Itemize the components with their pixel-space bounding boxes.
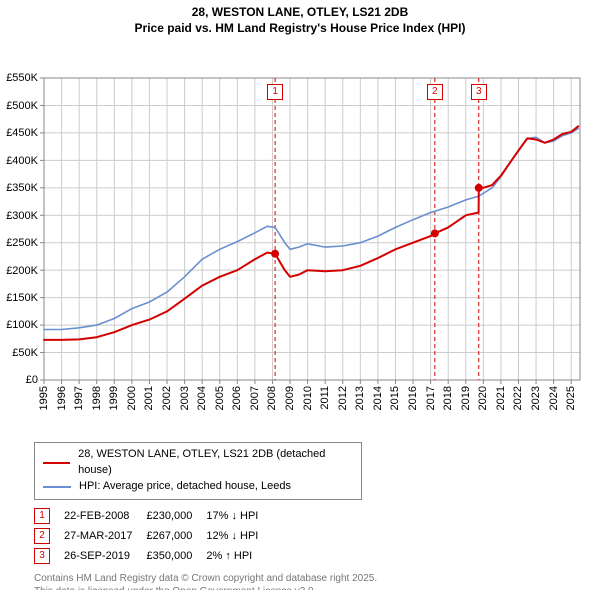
- footer-line-1: Contains HM Land Registry data © Crown c…: [34, 572, 572, 585]
- y-tick-label: £0: [0, 374, 38, 386]
- x-tick-label: 2025: [565, 386, 577, 410]
- x-tick-label: 2022: [512, 386, 524, 410]
- chart-marker-box: 3: [471, 84, 487, 100]
- sales-row: 3 26-SEP-2019£350,0002% ↑ HPI: [34, 546, 272, 566]
- chart-svg: [0, 36, 600, 436]
- x-tick-label: 2017: [425, 386, 437, 410]
- y-tick-label: £150K: [0, 292, 38, 304]
- footer-line-2: This data is licensed under the Open Gov…: [34, 585, 572, 590]
- x-tick-label: 2010: [302, 386, 314, 410]
- x-tick-label: 2015: [389, 386, 401, 410]
- x-tick-label: 2003: [179, 386, 191, 410]
- x-tick-label: 2013: [354, 386, 366, 410]
- x-tick-label: 1998: [91, 386, 103, 410]
- sale-date: 26-SEP-2019: [64, 546, 146, 566]
- title-line-1: 28, WESTON LANE, OTLEY, LS21 2DB: [0, 4, 600, 20]
- sales-table: 1 22-FEB-2008£230,00017% ↓ HPI 2 27-MAR-201…: [34, 506, 572, 566]
- sales-row: 2 27-MAR-2017£267,00012% ↓ HPI: [34, 526, 272, 546]
- x-tick-label: 2014: [372, 386, 384, 410]
- sale-date: 22-FEB-2008: [64, 506, 146, 526]
- x-tick-label: 1999: [108, 386, 120, 410]
- chart-marker-box: 1: [267, 84, 283, 100]
- x-tick-label: 1995: [38, 386, 50, 410]
- y-tick-label: £50K: [0, 347, 38, 359]
- footer: Contains HM Land Registry data © Crown c…: [34, 572, 572, 590]
- y-tick-label: £300K: [0, 210, 38, 222]
- x-tick-label: 2023: [530, 386, 542, 410]
- x-tick-label: 2000: [126, 386, 138, 410]
- x-tick-label: 2008: [266, 386, 278, 410]
- sale-price: £230,000: [146, 506, 206, 526]
- x-tick-label: 2002: [161, 386, 173, 410]
- y-tick-label: £550K: [0, 72, 38, 84]
- legend-swatch-2: [43, 486, 71, 488]
- sale-marker: 1: [34, 508, 50, 524]
- sale-marker: 3: [34, 548, 50, 564]
- chart-marker-box: 2: [427, 84, 443, 100]
- sales-row: 1 22-FEB-2008£230,00017% ↓ HPI: [34, 506, 272, 526]
- legend: 28, WESTON LANE, OTLEY, LS21 2DB (detach…: [34, 442, 362, 500]
- x-tick-label: 1996: [56, 386, 68, 410]
- y-tick-label: £100K: [0, 319, 38, 331]
- sale-price: £267,000: [146, 526, 206, 546]
- y-tick-label: £400K: [0, 155, 38, 167]
- x-tick-label: 1997: [73, 386, 85, 410]
- y-tick-label: £450K: [0, 127, 38, 139]
- chart-title: 28, WESTON LANE, OTLEY, LS21 2DB Price p…: [0, 0, 600, 36]
- sale-pct: 12% ↓ HPI: [206, 526, 272, 546]
- sale-pct: 17% ↓ HPI: [206, 506, 272, 526]
- x-tick-label: 2011: [319, 386, 331, 410]
- sale-marker: 2: [34, 528, 50, 544]
- y-tick-label: £200K: [0, 265, 38, 277]
- x-tick-label: 2012: [337, 386, 349, 410]
- x-tick-label: 2001: [143, 386, 155, 410]
- y-tick-label: £350K: [0, 182, 38, 194]
- chart: £0 £50K £100K £150K £200K £250K £300K £350K £400…: [0, 36, 600, 436]
- legend-row-2: HPI: Average price, detached house, Leed…: [43, 479, 353, 495]
- x-tick-label: 2019: [460, 386, 472, 410]
- x-tick-label: 2016: [407, 386, 419, 410]
- x-tick-label: 2004: [196, 386, 208, 410]
- y-tick-label: £250K: [0, 237, 38, 249]
- x-tick-label: 2007: [249, 386, 261, 410]
- x-tick-label: 2006: [231, 386, 243, 410]
- x-tick-label: 2009: [284, 386, 296, 410]
- title-line-2: Price paid vs. HM Land Registry's House …: [0, 20, 600, 36]
- x-tick-label: 2020: [477, 386, 489, 410]
- x-tick-label: 2005: [214, 386, 226, 410]
- sale-date: 27-MAR-2017: [64, 526, 146, 546]
- legend-row-1: 28, WESTON LANE, OTLEY, LS21 2DB (detach…: [43, 447, 353, 479]
- x-tick-label: 2024: [548, 386, 560, 410]
- legend-swatch-1: [43, 462, 70, 464]
- x-tick-label: 2018: [442, 386, 454, 410]
- y-tick-label: £500K: [0, 100, 38, 112]
- sale-price: £350,000: [146, 546, 206, 566]
- legend-label-2: HPI: Average price, detached house, Leed…: [79, 479, 291, 495]
- x-tick-label: 2021: [495, 386, 507, 410]
- legend-label-1: 28, WESTON LANE, OTLEY, LS21 2DB (detach…: [78, 447, 353, 479]
- sale-pct: 2% ↑ HPI: [206, 546, 272, 566]
